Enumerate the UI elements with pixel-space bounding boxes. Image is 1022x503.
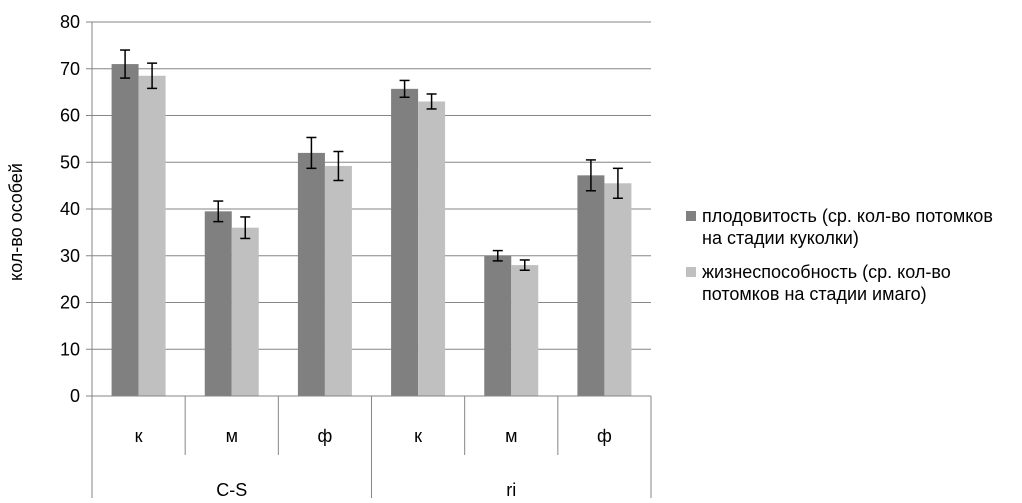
x-category-label: м bbox=[505, 426, 517, 446]
bar-1-5 bbox=[484, 255, 512, 396]
bar-2-3 bbox=[324, 165, 352, 396]
bar-2-4 bbox=[418, 101, 446, 396]
x-group-label: C-S bbox=[216, 480, 247, 498]
bar-1-4 bbox=[391, 88, 419, 396]
bar-2-5 bbox=[511, 265, 539, 396]
bar-2-6 bbox=[604, 183, 632, 396]
y-tick-label: 0 bbox=[70, 386, 80, 406]
y-tick-label: 70 bbox=[60, 59, 80, 79]
grid-layer bbox=[92, 21, 651, 397]
y-tick-label: 20 bbox=[60, 293, 80, 313]
legend-item-fertility: плодовитость (ср. кол-во потомков на ста… bbox=[686, 205, 1016, 249]
legend-item-viability: жизнеспособность (ср. кол-во потомков на… bbox=[686, 261, 1016, 305]
legend-label-fertility: плодовитость (ср. кол-во потомков на ста… bbox=[702, 206, 993, 248]
bar-chart: 0 10 20 30 40 50 60 70 80 к м ф к м ф C-S ri кол-во особ… bbox=[6, 12, 652, 500]
error-bars-layer bbox=[120, 49, 623, 271]
y-axis-label: кол-во особей bbox=[6, 163, 26, 281]
bar-2-2 bbox=[231, 227, 259, 396]
y-tick-label: 30 bbox=[60, 246, 80, 266]
bars-layer bbox=[111, 64, 632, 396]
axis-layer: 0 10 20 30 40 50 60 70 80 к м ф к м ф C-S ri bbox=[60, 12, 652, 500]
y-tick-label: 60 bbox=[60, 106, 80, 126]
y-tick-label: 50 bbox=[60, 152, 80, 172]
x-category-label: к bbox=[414, 426, 422, 446]
bar-1-2 bbox=[204, 211, 232, 396]
legend-swatch-viability bbox=[686, 267, 696, 277]
x-category-label: к bbox=[135, 426, 143, 446]
x-category-label: ф bbox=[318, 426, 333, 446]
y-tick-label: 10 bbox=[60, 339, 80, 359]
legend-label-viability: жизнеспособность (ср. кол-во потомков на… bbox=[702, 262, 951, 304]
x-group-label: ri bbox=[506, 480, 516, 498]
bar-1-3 bbox=[297, 152, 325, 396]
bar-1-6 bbox=[577, 175, 605, 396]
x-category-label: м bbox=[226, 426, 238, 446]
y-tick-label: 80 bbox=[60, 12, 80, 32]
y-tick-label: 40 bbox=[60, 199, 80, 219]
bar-2-1 bbox=[138, 75, 166, 396]
x-category-label: ф bbox=[597, 426, 612, 446]
bar-1-1 bbox=[111, 64, 139, 396]
legend-swatch-fertility bbox=[686, 211, 696, 221]
legend: плодовитость (ср. кол-во потомков на ста… bbox=[686, 205, 1016, 317]
